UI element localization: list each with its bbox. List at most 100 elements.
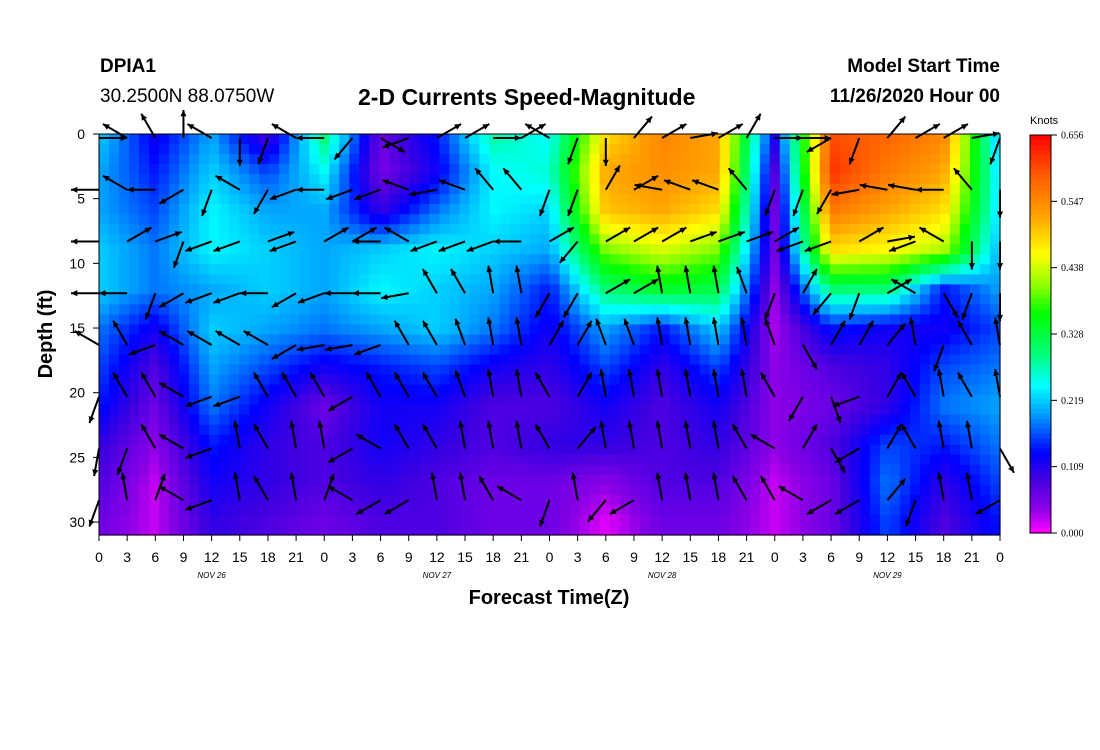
heatmap-cell <box>449 494 460 506</box>
heatmap-cell <box>589 304 601 316</box>
heatmap-cell <box>399 154 410 165</box>
heatmap-cell <box>809 414 821 426</box>
heatmap-cell <box>309 244 320 255</box>
heatmap-cell <box>339 214 350 225</box>
heatmap-cell <box>189 394 200 406</box>
heatmap-cell <box>769 294 781 306</box>
heatmap-cell <box>269 314 280 326</box>
heatmap-cell <box>869 324 881 336</box>
heatmap-cell <box>389 214 400 225</box>
heatmap-cell <box>539 204 551 215</box>
heatmap-cell <box>769 274 781 285</box>
heatmap-cell <box>689 454 701 466</box>
heatmap-cell <box>159 204 170 215</box>
heatmap-cell <box>139 474 150 486</box>
heatmap-cell <box>659 154 671 165</box>
heatmap-cell <box>969 454 981 466</box>
heatmap-cell <box>679 384 691 396</box>
heatmap-cell <box>659 474 671 486</box>
heatmap-cell <box>759 264 771 275</box>
heatmap-cell <box>169 514 180 526</box>
heatmap-cell <box>399 494 410 506</box>
heatmap-cell <box>279 254 290 265</box>
heatmap-cell <box>629 284 641 295</box>
heatmap-cell <box>319 374 330 386</box>
heatmap-cell <box>699 334 711 346</box>
heatmap-cell <box>239 364 250 376</box>
heatmap-cell <box>379 474 390 486</box>
colorbar-segment <box>1030 189 1051 196</box>
heatmap-cell <box>279 314 290 326</box>
heatmap-cell <box>909 464 921 476</box>
heatmap-cell <box>229 244 240 255</box>
heatmap-cell <box>699 494 711 506</box>
heatmap-cell <box>239 344 250 356</box>
current-arrow <box>92 448 100 477</box>
heatmap-cell <box>729 444 741 456</box>
heatmap-cell <box>589 464 601 476</box>
heatmap-cell <box>199 344 210 356</box>
heatmap-cell <box>559 304 571 316</box>
heatmap-cell <box>659 164 671 175</box>
heatmap-cell <box>99 484 110 496</box>
current-arrow <box>493 134 522 142</box>
heatmap-cell <box>939 524 951 536</box>
current-arrow <box>887 234 916 243</box>
current-arrow <box>804 240 832 253</box>
heatmap-cell <box>879 174 891 185</box>
heatmap-cell <box>879 164 891 175</box>
heatmap-cell <box>699 304 711 316</box>
colorbar-segment <box>1030 184 1051 191</box>
colorbar-segment <box>1030 289 1051 295</box>
heatmap-cell <box>779 184 791 195</box>
heatmap-cell <box>899 364 911 376</box>
heatmap-cell <box>319 274 330 285</box>
heatmap-cell <box>489 314 501 326</box>
heatmap-cell <box>139 324 150 336</box>
heatmap-cell <box>649 364 661 376</box>
heatmap-cell <box>259 524 270 536</box>
heatmap-cell <box>119 204 130 215</box>
heatmap-cell <box>899 194 911 205</box>
heatmap-cell <box>329 494 340 506</box>
heatmap-cell <box>959 364 971 376</box>
heatmap-cell <box>479 134 491 145</box>
heatmap-cell <box>599 204 611 215</box>
heatmap-cell <box>359 324 370 336</box>
heatmap-cell <box>119 394 130 406</box>
heatmap-cell <box>129 264 140 275</box>
heatmap-cell <box>919 174 931 185</box>
heatmap-cell <box>659 254 671 265</box>
heatmap-cell <box>379 404 390 416</box>
heatmap-cell <box>489 494 501 506</box>
heatmap-cell <box>389 394 400 406</box>
heatmap-cell <box>149 244 160 255</box>
heatmap-cell <box>689 294 701 306</box>
heatmap-cell <box>669 494 681 506</box>
heatmap-cell <box>899 154 911 165</box>
heatmap-cell <box>699 484 711 496</box>
heatmap-cell <box>159 134 170 145</box>
heatmap-cell <box>929 354 941 366</box>
heatmap-cell <box>529 294 541 306</box>
heatmap-cell <box>809 224 821 235</box>
heatmap-cell <box>539 474 551 486</box>
heatmap-cell <box>929 514 941 526</box>
heatmap-cell <box>809 364 821 376</box>
heatmap-cell <box>199 424 210 436</box>
heatmap-cell <box>779 444 791 456</box>
heatmap-cell <box>579 194 591 205</box>
heatmap-cell <box>959 224 971 235</box>
heatmap-cell <box>229 344 240 356</box>
heatmap-cell <box>209 274 220 285</box>
heatmap-cell <box>329 284 340 295</box>
heatmap-cell <box>789 314 801 326</box>
current-arrow <box>464 123 490 139</box>
heatmap-cell <box>449 264 460 275</box>
heatmap-cell <box>749 384 761 396</box>
heatmap-cell <box>829 474 841 486</box>
heatmap-cell <box>969 444 981 456</box>
heatmap-cell <box>819 154 831 165</box>
heatmap-cell <box>639 434 651 446</box>
heatmap-cell <box>759 254 771 265</box>
